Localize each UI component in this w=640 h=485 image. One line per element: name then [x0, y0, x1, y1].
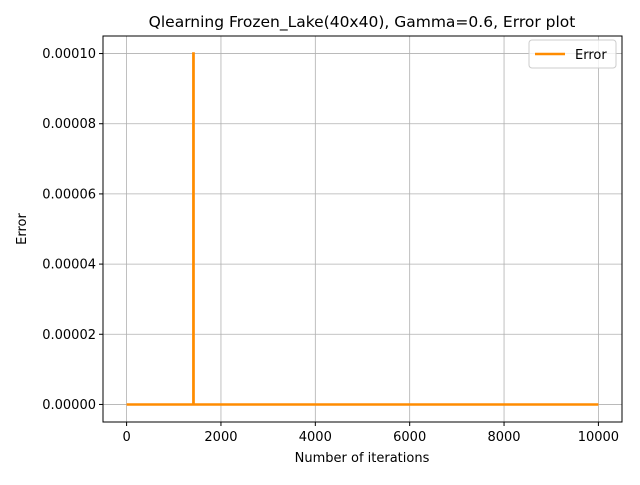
y-tick-label: 0.00002 — [42, 328, 96, 343]
series-layer — [126, 52, 599, 406]
grid — [103, 36, 622, 422]
x-tick-label: 0 — [122, 430, 130, 445]
x-tick-label: 4000 — [299, 430, 332, 445]
y-tick-label: 0.00006 — [42, 187, 96, 202]
x-tick-label: 10000 — [578, 430, 619, 445]
chart-title: Qlearning Frozen_Lake(40x40), Gamma=0.6,… — [149, 13, 576, 32]
y-tick-label: 0.00000 — [42, 398, 96, 413]
y-axis: 0.00000 0.00002 0.00004 0.00006 0.00008 0.000… — [42, 47, 103, 413]
legend: Error — [528, 39, 617, 69]
x-tick-label: 8000 — [487, 430, 520, 445]
y-tick-label: 0.00008 — [42, 117, 96, 132]
legend-box — [528, 39, 617, 69]
legend-label-error: Error — [575, 48, 607, 63]
plot-frame — [102, 35, 623, 423]
x-tick-label: 6000 — [393, 430, 426, 445]
x-tick-label: 2000 — [204, 430, 237, 445]
x-axis-label: Number of iterations — [295, 451, 430, 466]
x-axis: 0 2000 4000 6000 8000 10000 — [122, 422, 619, 445]
y-tick-label: 0.00004 — [42, 258, 96, 273]
series-line-error — [126, 52, 599, 406]
y-tick-label: 0.00010 — [42, 47, 96, 62]
y-axis-label: Error — [15, 213, 30, 245]
